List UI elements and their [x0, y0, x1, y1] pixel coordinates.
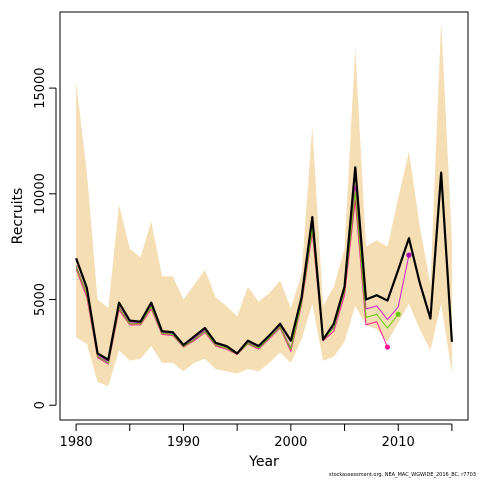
x-axis-title: Year	[248, 454, 279, 470]
y-axis-title: Recruits	[10, 188, 26, 245]
x-tick-label-1980: 1980	[60, 435, 93, 450]
retro-endpoint-1	[395, 311, 401, 317]
recruits-estimate-line	[75, 166, 453, 361]
axes: 1980 1990 2000 2010 0 5000 10000 15000	[33, 67, 453, 450]
source-credit: stockassessment.org, NEA_MAC_WGWIDE_2016…	[329, 472, 477, 478]
retro-endpoint-2	[406, 252, 412, 258]
x-tick-label-2010: 2010	[382, 435, 415, 450]
confidence-band	[76, 20, 452, 387]
y-tick-label-5000: 5000	[33, 283, 48, 316]
x-tick-label-1990: 1990	[167, 435, 200, 450]
x-tick-label-2000: 2000	[274, 435, 307, 450]
retro-line-1	[75, 199, 388, 365]
y-tick-label-10000: 10000	[33, 173, 48, 214]
retro-endpoint-0	[384, 344, 391, 350]
y-tick-label-0: 0	[33, 401, 48, 409]
plot-area	[75, 20, 453, 387]
plot-frame	[59, 11, 469, 421]
y-tick-label-15000: 15000	[33, 67, 48, 108]
